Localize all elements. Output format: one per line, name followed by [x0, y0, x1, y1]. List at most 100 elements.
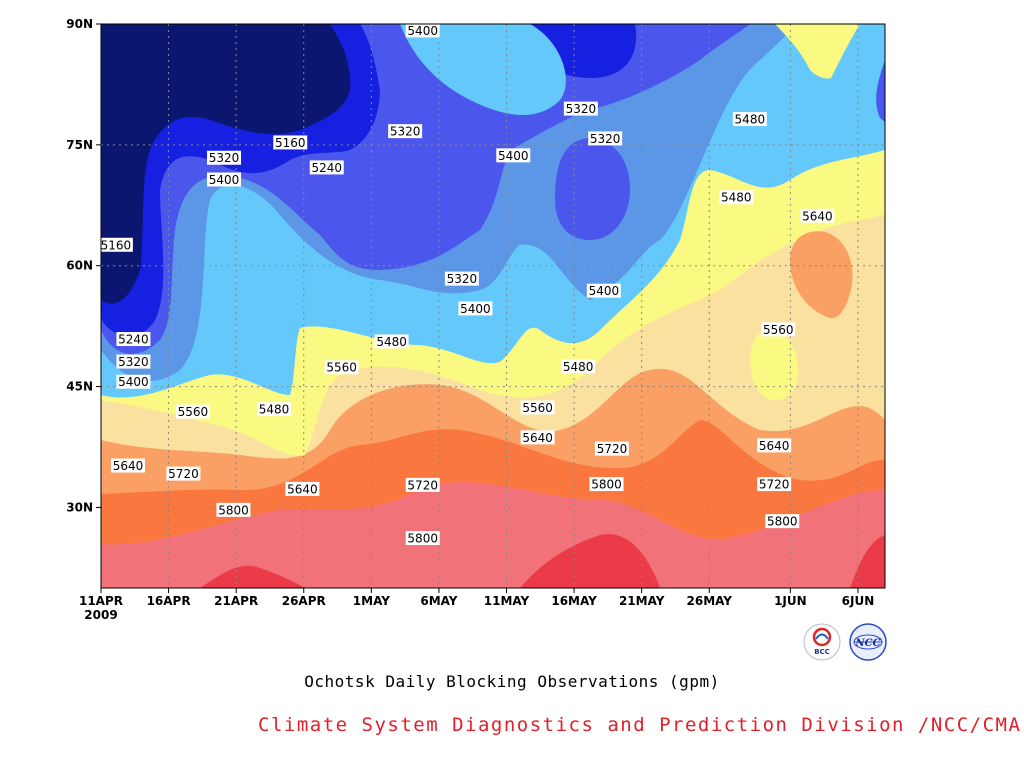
ncc-logo: NCC: [849, 623, 887, 661]
contour-label-text: 5640: [802, 209, 833, 223]
contour-label: 5480: [374, 334, 409, 349]
contour-label: 5320: [207, 150, 242, 165]
contour-label: 5400: [207, 172, 242, 187]
contour-label-text: 5320: [447, 272, 478, 286]
contour-label: 5560: [324, 360, 359, 375]
x-tick-label: 1JUN: [774, 594, 807, 608]
contour-label-text: 5640: [287, 482, 318, 496]
contour-label-text: 5160: [275, 136, 306, 150]
contour-label-text: 5480: [563, 360, 594, 374]
y-tick-label: 30N: [66, 500, 93, 514]
y-tick-label: 45N: [66, 380, 93, 394]
contour-label-bg: [757, 438, 792, 453]
contour-label: 5320: [563, 101, 598, 116]
contour-label-bg: [405, 477, 440, 492]
blob-5400-north-mid: [400, 24, 566, 115]
contour-label: 5320: [444, 271, 479, 286]
contour-label: 5400: [496, 148, 531, 163]
bcc-logo-text: BCC: [814, 648, 830, 656]
contour-label-bg: [458, 301, 493, 316]
contour-label-bg: [757, 477, 792, 492]
band-north-east-blue: [828, 24, 885, 140]
contour-label: 5800: [765, 514, 800, 529]
contour-label: 5560: [175, 404, 210, 419]
chart-title: Ochotsk Daily Blocking Observations (gpm…: [304, 672, 720, 691]
band-5800-south-mid: [520, 534, 660, 588]
contour-label: 5400: [116, 374, 151, 389]
contour-label: 5480: [561, 359, 596, 374]
contour-label: 5240: [309, 160, 344, 175]
y-axis: 90N 75N 60N 45N 30N: [66, 17, 101, 514]
contour-label: 5400: [458, 301, 493, 316]
contour-label: 5720: [405, 477, 440, 492]
contour-label-text: 5560: [326, 361, 357, 375]
x-tick-label: 1MAY: [353, 594, 390, 608]
band-5800-south-east: [850, 535, 885, 588]
contour-label-bg: [444, 271, 479, 286]
contour-label-text: 5560: [178, 405, 209, 419]
x-tick-label: 21MAY: [619, 594, 665, 608]
contour-label-text: 5640: [759, 439, 790, 453]
band-5800-south-west: [200, 565, 305, 588]
contour-label-bg: [116, 354, 151, 369]
contour-label: 5480: [719, 190, 754, 205]
contour-label-layer: 5400 5320 5320 5320 5160 5400 5320 5240 5400 5480…: [98, 23, 835, 546]
x-tick-label: 16APR: [147, 594, 191, 608]
contour-label-text: 5400: [498, 149, 529, 163]
contour-label-text: 5400: [118, 375, 149, 389]
y-tick-label: 75N: [66, 138, 93, 152]
contour-label-text: 5800: [767, 515, 798, 529]
contour-label-bg: [761, 322, 796, 337]
contour-label: 5640: [285, 481, 320, 496]
contour-label-bg: [116, 374, 151, 389]
contour-label-bg: [374, 334, 409, 349]
contour-label: 5720: [166, 466, 201, 481]
contour-label-bg: [324, 360, 359, 375]
contour-label: 5240: [116, 332, 151, 347]
contour-label-text: 5720: [168, 467, 199, 481]
contour-label-text: 5160: [101, 238, 132, 252]
plot-frame: [100, 23, 886, 589]
contour-label-text: 5720: [759, 478, 790, 492]
logos: BCC NCC: [800, 622, 900, 662]
contour-label-text: 5560: [763, 323, 794, 337]
contour-label-bg: [563, 101, 598, 116]
contour-label-text: 5480: [376, 335, 407, 349]
contour-label: 5720: [594, 441, 629, 456]
contour-label-text: 5480: [259, 403, 290, 417]
contour-label: 5640: [520, 430, 555, 445]
contour-label: 5640: [800, 208, 835, 223]
contour-label-text: 5240: [311, 161, 342, 175]
contour-label: 5160: [98, 237, 133, 252]
chart-credit: Climate System Diagnostics and Predictio…: [258, 714, 1022, 736]
contour-label-bg: [166, 466, 201, 481]
contour-label-bg: [496, 148, 531, 163]
contour-label: 5800: [589, 477, 624, 492]
contour-label-text: 5400: [209, 173, 240, 187]
blob-5560-east: [750, 329, 799, 401]
contour-label-text: 5800: [407, 532, 438, 546]
x-year-label: 2009: [84, 608, 117, 622]
y-tick-label: 90N: [66, 17, 93, 31]
contour-label-bg: [586, 283, 621, 298]
x-tick-label: 11APR: [79, 594, 123, 608]
contour-label-bg: [765, 514, 800, 529]
contour-label: 5320: [588, 131, 623, 146]
contour-label: 5400: [405, 23, 440, 38]
contour-label-bg: [257, 402, 292, 417]
contour-label-text: 5320: [209, 151, 240, 165]
contour-label: 5480: [257, 402, 292, 417]
contour-label-text: 5800: [218, 503, 249, 517]
contour-label-bg: [594, 441, 629, 456]
contour-label-bg: [520, 400, 555, 415]
contour-label: 5800: [405, 531, 440, 546]
contour-label: 5320: [388, 124, 423, 139]
contour-label-text: 5240: [118, 333, 149, 347]
contour-label: 5720: [757, 477, 792, 492]
contour-label: 5160: [273, 135, 308, 150]
contour-label-bg: [561, 359, 596, 374]
contour-label-bg: [732, 112, 767, 127]
bcc-logo: BCC: [803, 623, 841, 661]
